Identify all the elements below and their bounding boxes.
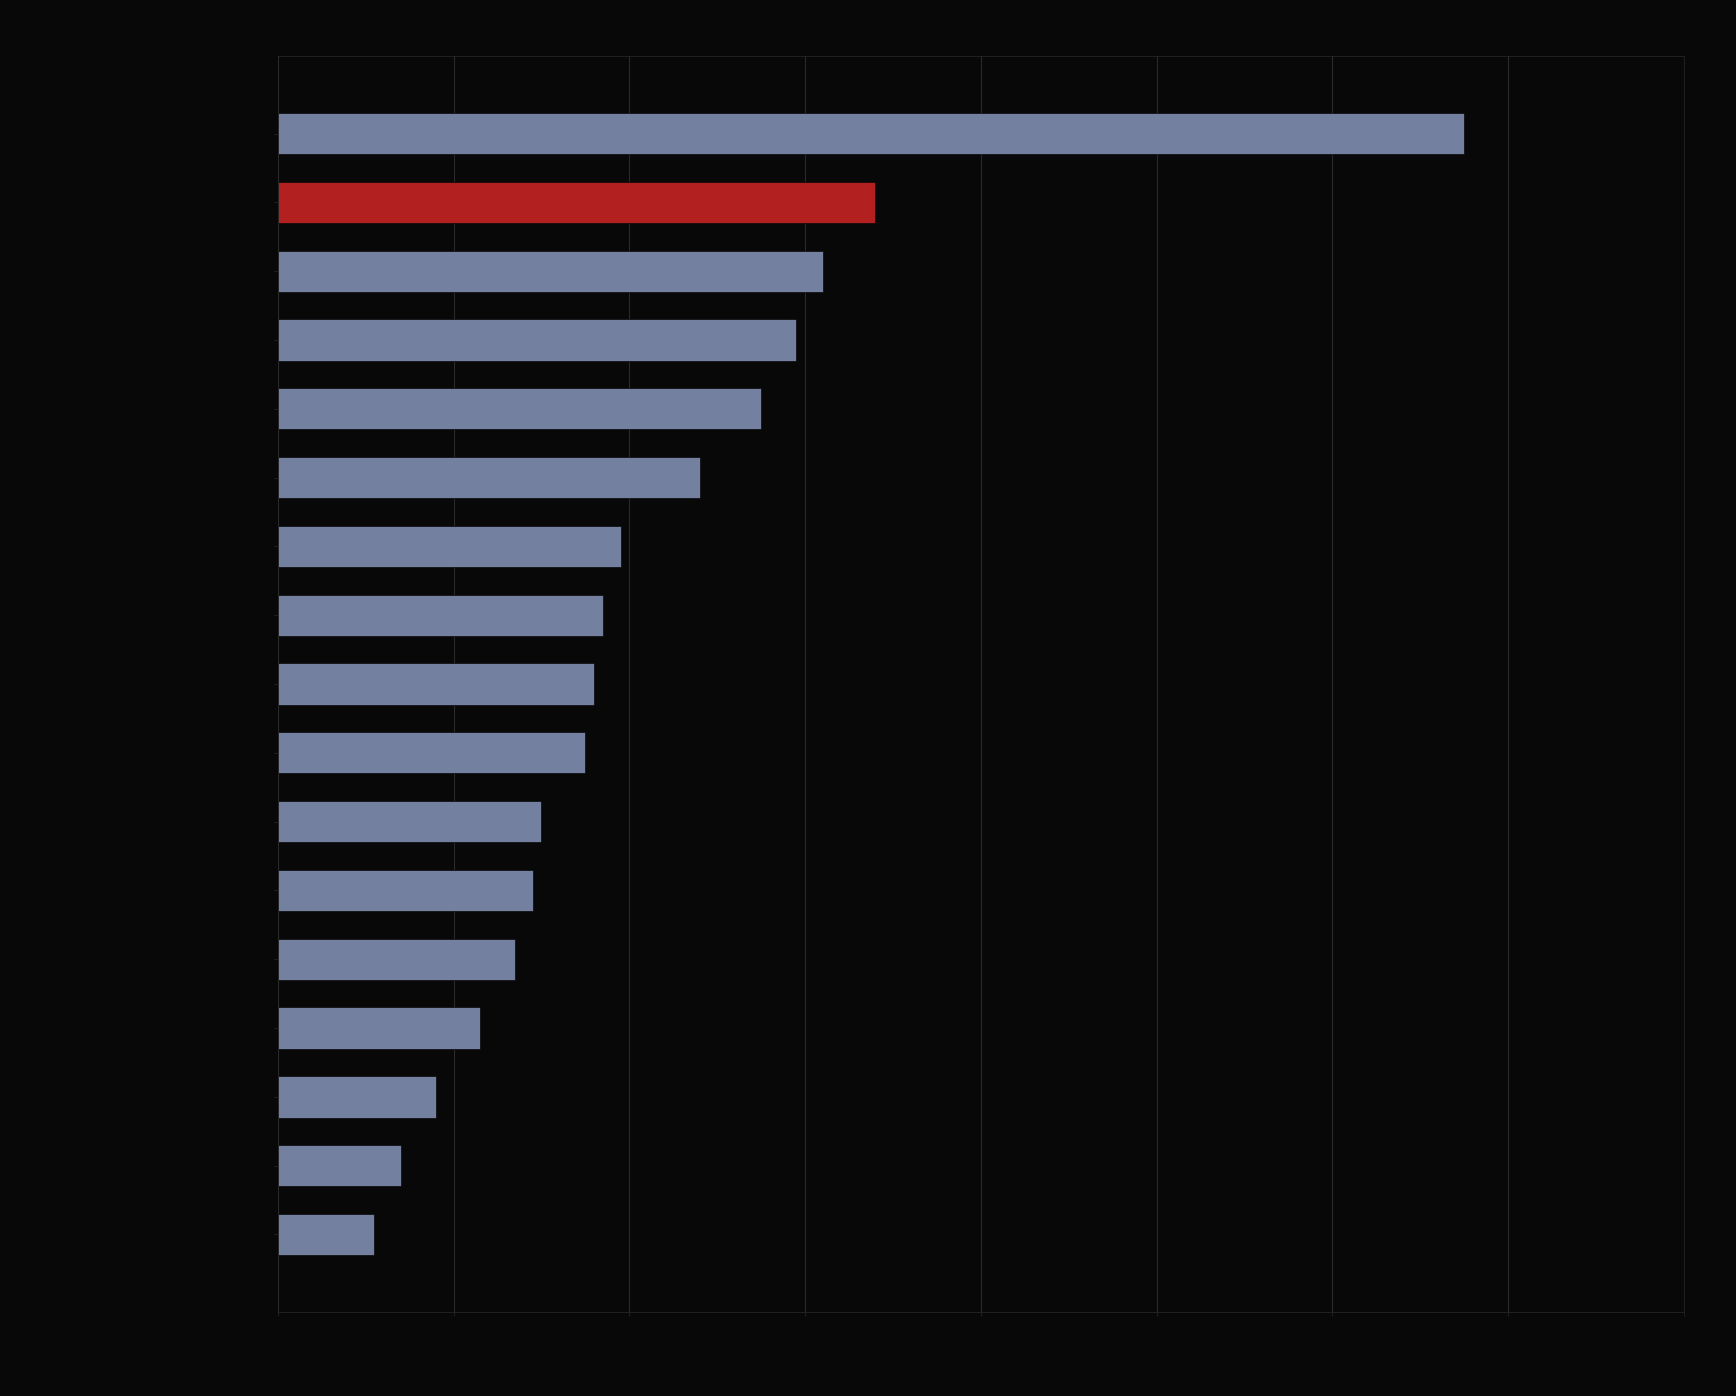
Bar [278,1215,375,1255]
Bar [278,113,1463,154]
Bar [278,1145,401,1187]
Bar [278,526,620,567]
Bar [278,801,542,842]
Bar [278,938,516,980]
Bar [278,456,700,498]
Bar [278,320,797,360]
Bar [278,663,594,705]
Bar [278,733,585,773]
Bar [278,1008,479,1048]
Bar [278,250,823,292]
Bar [278,595,602,635]
Bar [278,181,875,223]
Bar [278,388,760,430]
Bar [278,1076,436,1118]
Bar [278,870,533,912]
